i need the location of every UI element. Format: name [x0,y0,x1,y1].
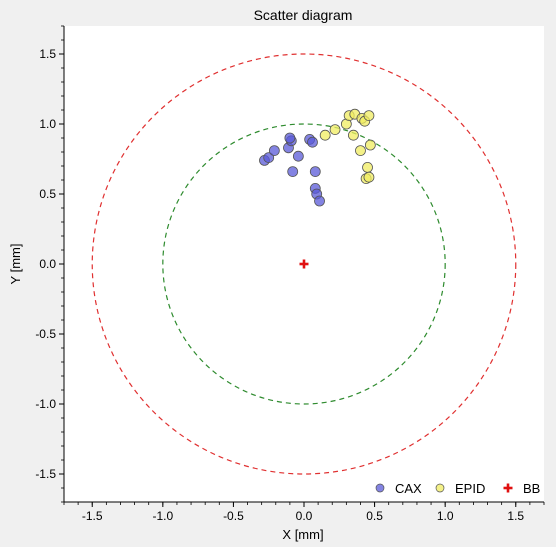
x-tick-label: -0.5 [223,509,244,523]
legend-bb-label: BB [523,481,540,496]
cax-point [268,145,280,157]
x-axis-label: X [mm] [282,527,323,542]
y-tick-label: 1.5 [39,47,56,61]
cax-point [284,132,296,144]
x-tick-label: -1.5 [82,509,103,523]
cax-point [307,136,318,148]
tolerance-inner-circle [162,123,446,405]
x-tick-label: 0.5 [366,509,383,523]
legend: CAX EPID BB [375,481,540,496]
legend-cax-label: CAX [395,481,422,496]
tolerance-outer-circle [91,53,517,475]
epid-point [364,139,376,151]
epid-point [363,171,375,183]
tolerance-circles [91,53,517,475]
epid-point [348,129,359,141]
epid-point [355,145,366,157]
bb-marker [299,259,309,269]
y-tick-label: 1.0 [39,117,56,131]
epid-point [363,110,375,121]
y-tick-label: -1.0 [35,397,56,411]
x-tick-label: -1.0 [152,509,173,523]
legend-cax-icon [375,483,385,493]
y-tick-label: 0.0 [39,257,56,271]
y-tick-label: 0.5 [39,187,56,201]
legend-epid-label: EPID [455,481,485,496]
y-tick-label: -0.5 [35,327,56,341]
x-tick-label: 0.0 [296,509,313,523]
x-ticks: -1.5 -1.0 -0.5 0.0 0.5 1.0 1.5 [63,502,545,523]
y-tick-label: -1.5 [35,467,56,481]
y-ticks: -1.5 -1.0 -0.5 0.0 0.5 1.0 1.5 [35,25,64,503]
x-tick-label: 1.5 [507,509,524,523]
epid-point [319,129,331,141]
cax-point [292,150,304,162]
data-points [259,108,376,269]
epid-point [329,124,341,136]
cax-point [314,195,325,207]
epid-point [362,161,373,173]
cax-point [287,166,299,178]
legend-epid-icon [435,483,445,493]
cax-point [263,152,275,164]
cax-point [309,166,321,178]
chart-title: Scatter diagram [254,7,353,23]
x-tick-label: 1.0 [437,509,454,523]
y-axis-label: Y [mm] [8,244,23,285]
